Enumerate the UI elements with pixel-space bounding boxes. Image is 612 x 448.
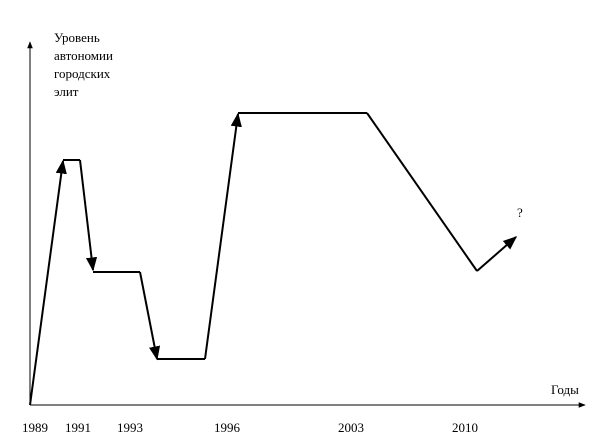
year-label: 1991	[65, 420, 91, 435]
y-axis-label: городских	[54, 66, 111, 81]
x-axis-label: Годы	[551, 382, 579, 397]
year-label: 1996	[214, 420, 241, 435]
annotation: ?	[517, 205, 523, 220]
y-axis-label: Уровень	[54, 30, 100, 45]
year-label: 2003	[338, 420, 364, 435]
year-label: 1989	[22, 420, 48, 435]
trend-line	[29, 112, 518, 406]
year-label: 2010	[452, 420, 478, 435]
year-label: 1993	[117, 420, 143, 435]
y-axis-label: автономии	[54, 48, 113, 63]
y-axis-label: элит	[54, 84, 79, 99]
